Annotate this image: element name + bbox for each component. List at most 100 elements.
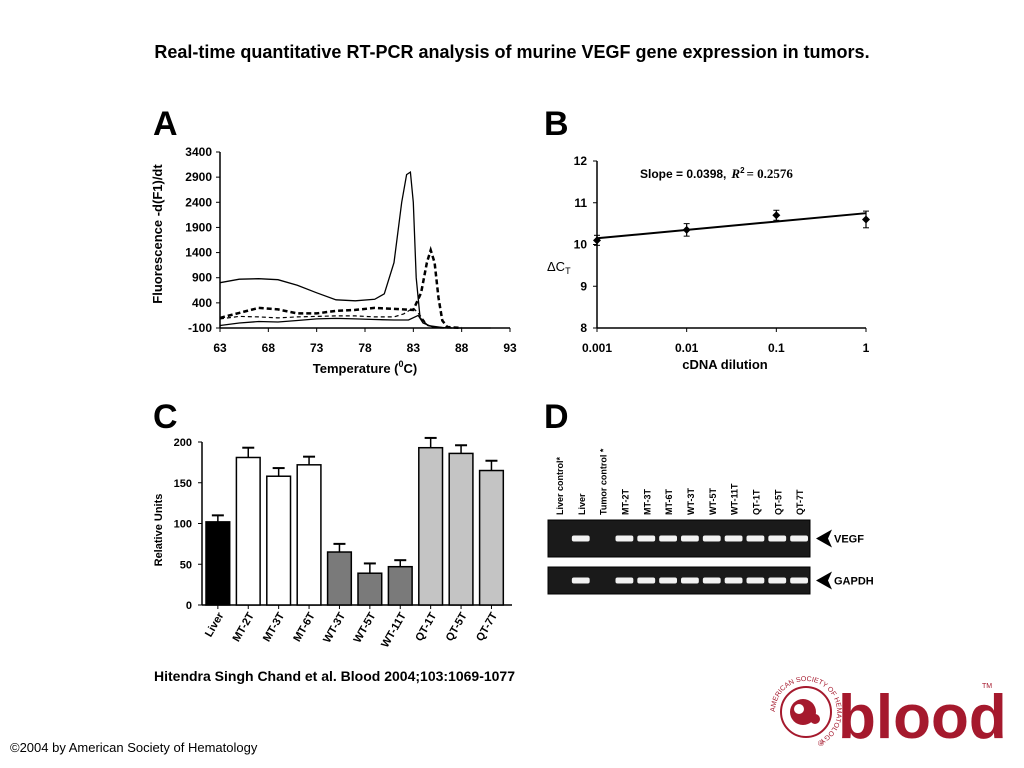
chart-b-xtick-label: 1 xyxy=(863,341,870,355)
chart-c-bar xyxy=(296,464,322,606)
gel-lane-label: MT-3T xyxy=(642,488,652,515)
panel-label-c: C xyxy=(153,398,178,436)
gel-band xyxy=(637,577,656,584)
gel-band xyxy=(637,535,656,542)
logo-wordmark: blood xyxy=(838,683,1007,752)
gel-strip-vegf xyxy=(547,519,811,558)
chart-b-xlabel: cDNA dilution xyxy=(682,357,768,372)
gel-lane-label: QT-5T xyxy=(773,489,783,515)
chart-a-xlabel: Temperature (0C) xyxy=(313,359,417,376)
chart-b-xtick-label: 0.01 xyxy=(675,341,699,355)
gel-band-label: GAPDH xyxy=(834,576,874,588)
gel-band xyxy=(659,577,677,584)
chart-c-bar xyxy=(266,475,292,606)
chart-b-ytick-label: 9 xyxy=(580,279,587,293)
chart-b-annotation: Slope = 0.0398, R2 = 0.2576 xyxy=(640,166,793,181)
chart-b-data-point xyxy=(593,236,601,245)
chart-a-series-line-3 xyxy=(219,307,462,329)
chart-b-ylabel: ΔCT xyxy=(547,259,571,276)
logo-tm: TM xyxy=(982,683,992,690)
gel-band xyxy=(790,577,808,584)
panel-label-d: D xyxy=(544,398,569,436)
panel-label-a: A xyxy=(153,105,178,143)
gel-lane-label: Tumor control * xyxy=(599,448,609,515)
chart-c-ytick-label: 150 xyxy=(174,478,192,490)
chart-a-ytick-label: 1900 xyxy=(185,220,212,234)
gel-band xyxy=(571,577,590,584)
chart-a-xtick-label: 63 xyxy=(213,341,227,355)
gel-band-label: VEGF xyxy=(834,534,864,546)
chart-a-ytick-label: 3400 xyxy=(185,145,212,159)
chart-c-category-label: WT-3T xyxy=(321,610,348,645)
gel-band xyxy=(746,535,765,542)
chart-c-bar xyxy=(387,565,413,606)
gel-lane-label: Liver control* xyxy=(555,456,565,515)
gel-band xyxy=(790,535,808,542)
chart-b-dilution-plot: 8 9 10 11 12 0.001 0.01 0.1 1 Slope = 0.0398, R2 =… xyxy=(547,154,870,372)
chart-b-xtick-label: 0.001 xyxy=(582,341,612,355)
chart-a-ytick-label: 2900 xyxy=(185,170,212,184)
chart-c-category-label: WT-11T xyxy=(379,610,409,650)
chart-c-bar xyxy=(478,469,505,606)
chart-a-ytick-label: 900 xyxy=(192,271,212,285)
gel-band xyxy=(615,535,634,542)
gel-lane-label: WT-3T xyxy=(686,488,696,515)
chart-a-xtick-label: 93 xyxy=(503,341,517,355)
chart-a-ytick-label: 400 xyxy=(192,296,212,310)
chart-c-bar xyxy=(235,456,261,606)
chart-b-data-point xyxy=(772,211,781,220)
gel-lane-label: MT-6T xyxy=(664,488,674,515)
chart-c-ytick-label: 200 xyxy=(174,437,192,449)
chart-a-xtick-label: 68 xyxy=(262,341,276,355)
gel-strip-gapdh xyxy=(547,566,811,595)
chart-a-series-line-4 xyxy=(219,314,491,329)
chart-b-data-point xyxy=(682,225,691,234)
chart-c-ytick-label: 0 xyxy=(186,600,192,612)
logo-registered: ® xyxy=(818,739,824,748)
chart-c-bar xyxy=(448,452,474,606)
chart-c-bar xyxy=(205,521,231,606)
chart-c-ytick-label: 50 xyxy=(180,559,192,571)
gel-band xyxy=(702,577,721,584)
chart-c-bar xyxy=(418,446,444,606)
gel-lane-label: Liver xyxy=(577,493,587,515)
chart-a-xtick-label: 78 xyxy=(358,341,372,355)
chart-a-melting-curve: -100 400 900 1400 1900 2400 2900 3400 63 68 73 78 83… xyxy=(150,145,517,376)
gel-band xyxy=(615,577,634,584)
chart-c-ylabel: Relative Units xyxy=(153,494,165,567)
panel-d-gel-image: Liver control* Liver Tumor control * MT-2T M… xyxy=(547,448,874,595)
chart-b-ytick-label: 11 xyxy=(574,196,587,210)
gel-band xyxy=(746,577,765,584)
citation: Hitendra Singh Chand et al. Blood 2004;1… xyxy=(154,668,516,684)
chart-c-bar xyxy=(357,572,383,606)
gel-lane-label: WT-11T xyxy=(730,483,740,515)
gel-band xyxy=(659,535,677,542)
chart-b-ytick-label: 8 xyxy=(580,321,587,335)
chart-a-ytick-label: -100 xyxy=(188,321,212,335)
gel-band xyxy=(768,535,787,542)
chart-b-ytick-label: 12 xyxy=(574,154,588,168)
blood-journal-logo: AMERICAN SOCIETY OF HEMATOLOGY blood TM … xyxy=(770,676,1007,752)
society-seal-icon: AMERICAN SOCIETY OF HEMATOLOGY xyxy=(770,676,842,745)
chart-b-data-point xyxy=(862,215,870,224)
chart-a-ylabel: Fluorescence -d(F1)/dt xyxy=(150,164,165,304)
chart-a-series-line-2 xyxy=(219,245,462,330)
figure-title: Real-time quantitative RT-PCR analysis o… xyxy=(154,42,870,62)
gel-band xyxy=(681,577,699,584)
chart-a-series-line-1 xyxy=(219,170,453,329)
gel-lane-label: QT-1T xyxy=(751,489,761,515)
panel-label-b: B xyxy=(544,105,569,143)
gel-lane-label: MT-2T xyxy=(620,488,630,515)
chart-c-category-label: QT-1T xyxy=(413,610,439,643)
chart-c-category-label: WT-5T xyxy=(352,610,379,645)
chart-c-category-label: MT-3T xyxy=(261,610,287,644)
chart-c-category-label: MT-6T xyxy=(291,610,317,644)
chart-a-xtick-label: 83 xyxy=(407,341,421,355)
gel-band xyxy=(571,535,590,542)
arrow-left-icon xyxy=(816,529,832,548)
chart-b-ytick-label: 10 xyxy=(574,238,588,252)
chart-b-xtick-label: 0.1 xyxy=(768,341,785,355)
gel-band xyxy=(724,577,743,584)
chart-a-ytick-label: 1400 xyxy=(185,246,212,260)
